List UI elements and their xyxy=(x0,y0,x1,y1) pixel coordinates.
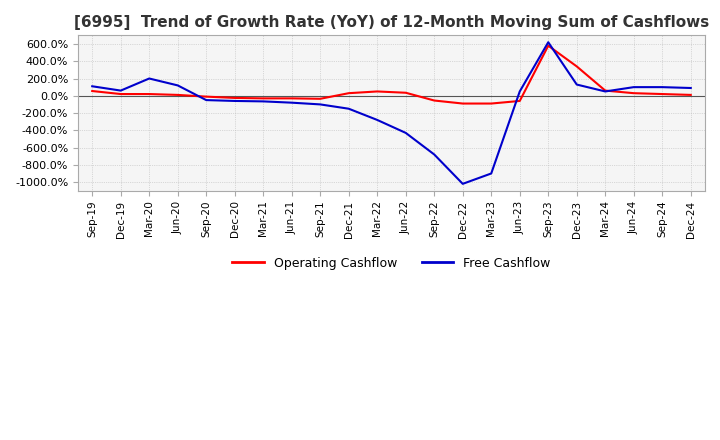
Title: [6995]  Trend of Growth Rate (YoY) of 12-Month Moving Sum of Cashflows: [6995] Trend of Growth Rate (YoY) of 12-… xyxy=(74,15,709,30)
Free Cashflow xyxy=(373,117,382,123)
Free Cashflow xyxy=(117,88,125,93)
Free Cashflow xyxy=(487,171,495,176)
Operating Cashflow xyxy=(686,92,695,98)
Free Cashflow xyxy=(230,98,239,103)
Free Cashflow xyxy=(259,99,268,104)
Free Cashflow xyxy=(629,84,638,90)
Free Cashflow xyxy=(544,40,552,45)
Free Cashflow xyxy=(601,89,610,94)
Operating Cashflow xyxy=(117,92,125,97)
Free Cashflow xyxy=(516,89,524,94)
Operating Cashflow xyxy=(487,101,495,106)
Free Cashflow xyxy=(287,100,296,105)
Line: Operating Cashflow: Operating Cashflow xyxy=(92,46,690,103)
Operating Cashflow xyxy=(230,95,239,101)
Free Cashflow xyxy=(430,152,438,157)
Operating Cashflow xyxy=(145,92,153,97)
Operating Cashflow xyxy=(629,91,638,96)
Operating Cashflow xyxy=(287,96,296,101)
Operating Cashflow xyxy=(601,88,610,93)
Free Cashflow xyxy=(145,76,153,81)
Operating Cashflow xyxy=(658,92,667,97)
Operating Cashflow xyxy=(373,89,382,94)
Free Cashflow xyxy=(658,84,667,90)
Operating Cashflow xyxy=(344,91,353,96)
Operating Cashflow xyxy=(402,90,410,95)
Free Cashflow xyxy=(402,130,410,136)
Free Cashflow xyxy=(344,106,353,111)
Operating Cashflow xyxy=(259,96,268,101)
Free Cashflow xyxy=(202,97,210,103)
Legend: Operating Cashflow, Free Cashflow: Operating Cashflow, Free Cashflow xyxy=(228,252,556,275)
Operating Cashflow xyxy=(174,92,182,98)
Operating Cashflow xyxy=(430,98,438,103)
Free Cashflow xyxy=(459,181,467,187)
Operating Cashflow xyxy=(516,98,524,103)
Operating Cashflow xyxy=(202,94,210,99)
Free Cashflow xyxy=(686,85,695,91)
Operating Cashflow xyxy=(316,96,325,102)
Free Cashflow xyxy=(316,102,325,107)
Operating Cashflow xyxy=(459,101,467,106)
Free Cashflow xyxy=(572,82,581,87)
Operating Cashflow xyxy=(88,88,96,94)
Operating Cashflow xyxy=(572,64,581,69)
Operating Cashflow xyxy=(544,43,552,48)
Free Cashflow xyxy=(174,83,182,88)
Line: Free Cashflow: Free Cashflow xyxy=(92,42,690,184)
Free Cashflow xyxy=(88,84,96,89)
